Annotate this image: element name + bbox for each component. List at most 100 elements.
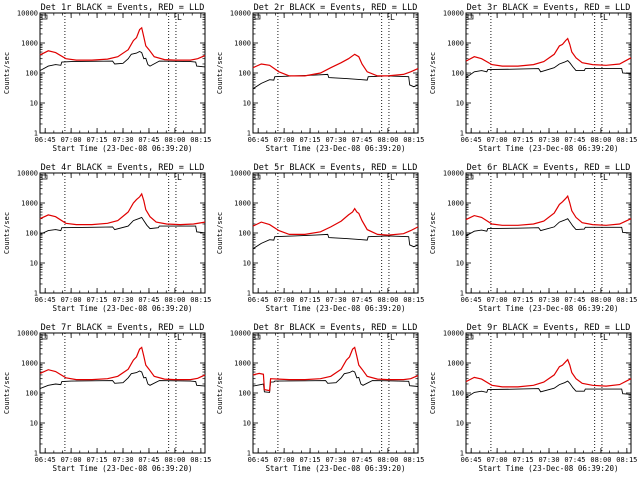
x-tick-label: 06:45 xyxy=(35,296,56,304)
y-tick-label: 10 xyxy=(243,420,251,428)
y-tick-label: 1 xyxy=(34,450,38,458)
x-tick-label: 07:30 xyxy=(325,136,346,144)
chart-svg: Det 2r BLACK = Events, RED = LLD 1 10 100 10… xyxy=(216,3,424,153)
chart-title: Det 7r BLACK = Events, RED = LLD xyxy=(41,323,205,333)
y-axis-label: Counts/sec xyxy=(429,372,437,414)
y-tick-label: 100 xyxy=(238,70,251,78)
y-tick-label: 100 xyxy=(451,230,464,238)
chart-title: Det 3r BLACK = Events, RED = LLD xyxy=(467,3,631,13)
x-tick-label: 07:45 xyxy=(138,296,159,304)
x-tick-label: 08:00 xyxy=(164,136,185,144)
corner-marker-icon xyxy=(254,14,261,20)
chart-panel-3: Det 3r BLACK = Events, RED = LLD 1 10 100 10… xyxy=(426,0,639,160)
y-tick-label: 10000 xyxy=(230,170,251,178)
y-tick-label: 10000 xyxy=(230,10,251,18)
x-tick-label: 07:00 xyxy=(61,136,82,144)
x-tick-label: 07:45 xyxy=(564,136,585,144)
x-tick-label: 06:45 xyxy=(248,136,269,144)
series-line-lld xyxy=(39,26,206,61)
x-tick-label: 07:15 xyxy=(87,136,108,144)
series-line-lld xyxy=(39,346,206,381)
y-tick-label: 100 xyxy=(451,70,464,78)
chart-panel-2: Det 2r BLACK = Events, RED = LLD 1 10 100 10… xyxy=(213,0,426,160)
x-axis-label: Start Time (23-Dec-08 06:39:20) xyxy=(266,304,406,313)
y-tick-label: 10000 xyxy=(443,10,464,18)
chart-title: Det 6r BLACK = Events, RED = LLD xyxy=(467,163,631,173)
x-tick-label: 07:30 xyxy=(325,296,346,304)
chart-title: Det 9r BLACK = Events, RED = LLD xyxy=(467,323,631,333)
x-tick-label: 07:15 xyxy=(513,296,534,304)
y-tick-label: 1000 xyxy=(234,200,251,208)
x-tick-label: 07:30 xyxy=(112,296,133,304)
x-tick-label: 07:30 xyxy=(112,136,133,144)
y-tick-label: 100 xyxy=(25,390,38,398)
y-tick-label: 10 xyxy=(456,260,464,268)
series-line-events xyxy=(465,380,632,398)
x-tick-label: 07:00 xyxy=(487,296,508,304)
time-marker-label: L xyxy=(603,13,608,22)
series-line-lld xyxy=(252,53,419,77)
x-axis-label: Start Time (23-Dec-08 06:39:20) xyxy=(266,464,406,473)
x-tick-label: 08:15 xyxy=(190,296,211,304)
y-axis-label: Counts/sec xyxy=(429,212,437,254)
y-axis-label: Counts/sec xyxy=(429,52,437,94)
y-tick-label: 10000 xyxy=(443,170,464,178)
x-tick-label: 07:00 xyxy=(274,136,295,144)
chart-panel-6: Det 6r BLACK = Events, RED = LLD 1 10 100 10… xyxy=(426,160,639,320)
x-tick-label: 06:45 xyxy=(35,136,56,144)
time-marker-label: L xyxy=(390,173,395,182)
y-tick-label: 10 xyxy=(30,260,38,268)
x-tick-label: 07:15 xyxy=(513,136,534,144)
series-line-events xyxy=(252,233,419,250)
x-tick-label: 08:00 xyxy=(164,456,185,464)
y-axis-label: Counts/sec xyxy=(216,372,224,414)
chart-panel-7: Det 7r BLACK = Events, RED = LLD 1 10 100 10… xyxy=(0,320,213,480)
y-tick-label: 1000 xyxy=(21,360,38,368)
chart-title: Det 2r BLACK = Events, RED = LLD xyxy=(254,3,418,13)
y-tick-label: 1000 xyxy=(447,360,464,368)
y-tick-label: 10 xyxy=(456,420,464,428)
corner-marker-icon xyxy=(254,174,261,180)
series-line-lld xyxy=(252,207,419,236)
chart-panel-1: Det 1r BLACK = Events, RED = LLD 1 10 100 10… xyxy=(0,0,213,160)
x-axis-label: Start Time (23-Dec-08 06:39:20) xyxy=(53,464,193,473)
series-line-lld xyxy=(465,194,632,226)
y-axis-label: Counts/sec xyxy=(216,212,224,254)
chart-panel-8: Det 8r BLACK = Events, RED = LLD 1 10 100 10… xyxy=(213,320,426,480)
chart-title: Det 1r BLACK = Events, RED = LLD xyxy=(41,3,205,13)
x-tick-label: 07:15 xyxy=(300,296,321,304)
x-axis-label: Start Time (23-Dec-08 06:39:20) xyxy=(53,144,193,153)
y-tick-label: 1 xyxy=(247,130,251,138)
corner-marker-icon xyxy=(41,174,48,180)
chart-svg: Det 9r BLACK = Events, RED = LLD 1 10 100 10… xyxy=(429,323,637,473)
y-tick-label: 1 xyxy=(247,450,251,458)
series-line-events xyxy=(252,370,419,393)
series-line-events xyxy=(39,216,206,235)
x-axis-label: Start Time (23-Dec-08 06:39:20) xyxy=(479,464,619,473)
time-marker-label: L xyxy=(603,333,608,342)
time-marker-label: L xyxy=(390,13,395,22)
x-tick-label: 06:45 xyxy=(461,456,482,464)
y-axis-label: Counts/sec xyxy=(216,52,224,94)
x-tick-label: 08:15 xyxy=(403,456,424,464)
y-tick-label: 1000 xyxy=(21,40,38,48)
x-tick-label: 08:15 xyxy=(403,296,424,304)
chart-title: Det 4r BLACK = Events, RED = LLD xyxy=(41,163,205,173)
y-tick-label: 10 xyxy=(243,100,251,108)
corner-marker-icon xyxy=(467,334,474,340)
y-tick-label: 100 xyxy=(238,390,251,398)
series-line-lld xyxy=(252,346,419,392)
x-tick-label: 07:45 xyxy=(351,296,372,304)
chart-title: Det 8r BLACK = Events, RED = LLD xyxy=(254,323,418,333)
chart-svg: Det 5r BLACK = Events, RED = LLD 1 10 100 10… xyxy=(216,163,424,313)
x-tick-label: 07:45 xyxy=(564,456,585,464)
x-tick-label: 08:15 xyxy=(616,456,637,464)
time-marker-label: L xyxy=(177,173,182,182)
y-tick-label: 1000 xyxy=(234,360,251,368)
x-tick-label: 07:15 xyxy=(513,456,534,464)
x-tick-label: 08:15 xyxy=(190,456,211,464)
x-tick-label: 06:45 xyxy=(461,296,482,304)
x-tick-label: 07:45 xyxy=(564,296,585,304)
y-tick-label: 100 xyxy=(25,230,38,238)
x-tick-label: 08:00 xyxy=(377,296,398,304)
